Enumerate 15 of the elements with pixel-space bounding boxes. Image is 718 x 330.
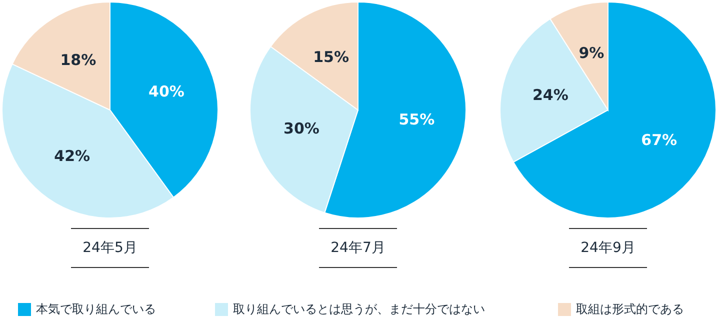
- legend-label: 取り組んでいるとは思うが、まだ十分ではない: [233, 301, 485, 318]
- text: 24年7月: [319, 228, 397, 268]
- data-label: 30%: [284, 119, 320, 138]
- text: 24年9月: [569, 228, 647, 268]
- data-label: 9%: [578, 44, 604, 62]
- data-label: 55%: [398, 110, 435, 128]
- data-label: 18%: [60, 50, 96, 69]
- data-label: 67%: [641, 131, 678, 150]
- data-label: 15%: [313, 48, 349, 66]
- legend-label: 本気で取り組んでいる: [36, 301, 156, 318]
- text: 24年5月: [71, 228, 149, 268]
- legend-label: 取組は形式的である: [576, 301, 684, 318]
- data-label: 24%: [532, 86, 568, 104]
- data-label: 40%: [148, 82, 184, 101]
- data-label: 42%: [54, 146, 90, 165]
